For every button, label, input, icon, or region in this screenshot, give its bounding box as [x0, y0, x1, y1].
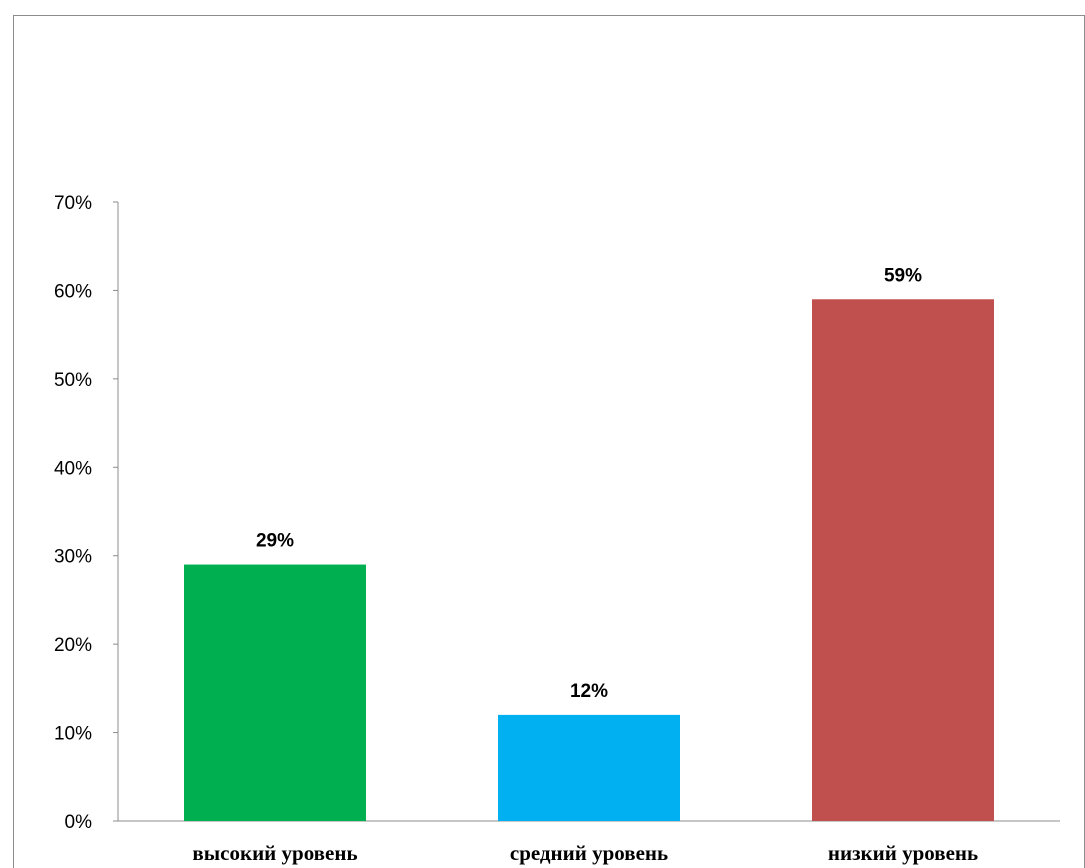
data-label: 12% [570, 681, 608, 702]
y-tick-label: 30% [54, 547, 92, 568]
data-label: 29% [256, 531, 294, 552]
y-tick-label: 20% [54, 635, 92, 656]
y-tick-label: 0% [65, 812, 93, 833]
bar [184, 564, 366, 821]
y-tick-label: 40% [54, 458, 92, 479]
y-tick-label: 50% [54, 370, 92, 391]
bar [812, 299, 994, 821]
category-label: средний уровень [510, 841, 668, 865]
category-label: высокий уровень [192, 841, 357, 865]
category-label: низкий уровень [828, 841, 978, 865]
bar [498, 714, 680, 821]
y-tick-label: 10% [54, 724, 92, 745]
y-tick-label: 70% [54, 193, 92, 214]
data-label: 59% [884, 265, 922, 286]
y-tick-label: 60% [54, 281, 92, 302]
